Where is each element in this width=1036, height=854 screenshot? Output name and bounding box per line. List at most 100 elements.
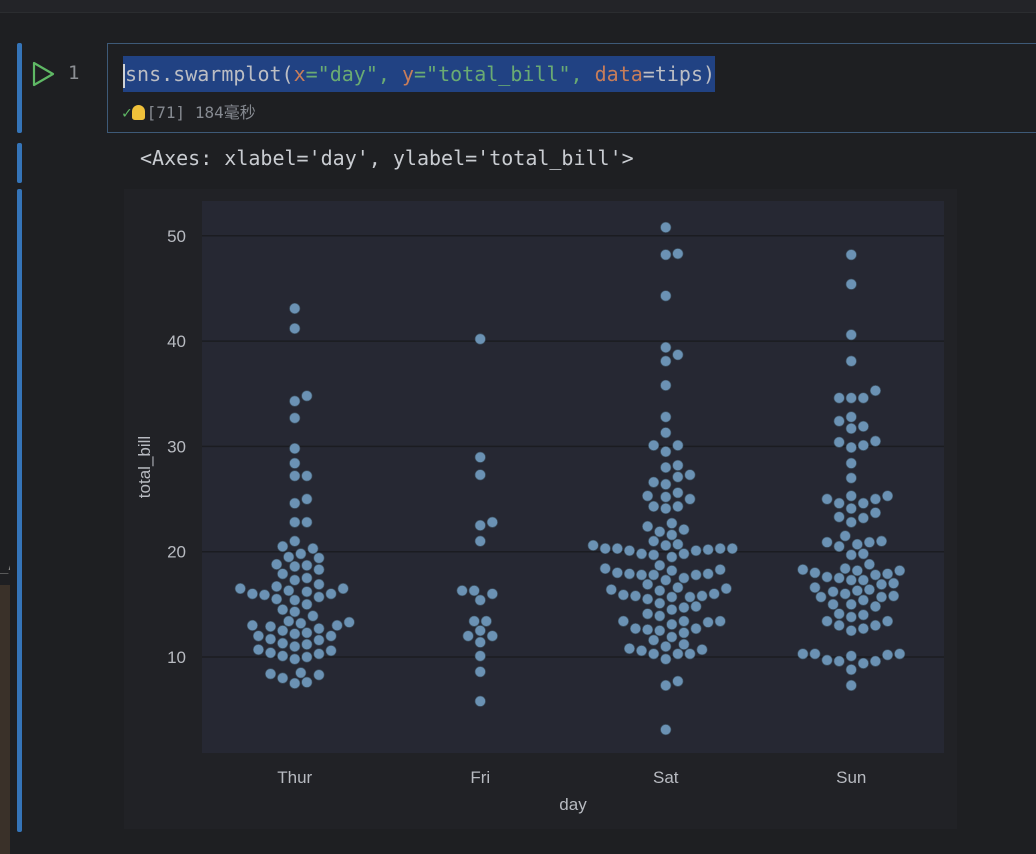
data-point xyxy=(599,563,611,575)
data-point xyxy=(474,625,486,637)
data-point xyxy=(660,574,672,586)
figure-gutter-marker[interactable] xyxy=(17,189,22,832)
data-point xyxy=(629,590,641,602)
data-point xyxy=(289,640,301,652)
data-point xyxy=(307,543,319,555)
data-point xyxy=(474,519,486,531)
data-point xyxy=(648,549,660,561)
data-point xyxy=(857,512,869,524)
data-point xyxy=(857,657,869,669)
data-point xyxy=(289,653,301,665)
data-point xyxy=(875,535,887,547)
data-point xyxy=(301,651,313,663)
data-point xyxy=(672,248,684,260)
data-point xyxy=(845,441,857,453)
data-point xyxy=(863,558,875,570)
data-point xyxy=(301,586,313,598)
data-point xyxy=(468,585,480,597)
data-point xyxy=(678,548,690,560)
data-point xyxy=(289,470,301,482)
data-point xyxy=(283,551,295,563)
data-point xyxy=(833,392,845,404)
data-point xyxy=(714,564,726,576)
data-point xyxy=(660,221,672,233)
data-point xyxy=(726,543,738,555)
data-point xyxy=(660,379,672,391)
code-cell[interactable]: sns.swarmplot(x="day", y="total_bill", d… xyxy=(107,43,1036,133)
data-point xyxy=(809,648,821,660)
data-point xyxy=(289,628,301,640)
data-point xyxy=(875,578,887,590)
data-point xyxy=(797,564,809,576)
data-point xyxy=(857,420,869,432)
data-point xyxy=(666,604,678,616)
data-point xyxy=(702,544,714,556)
data-point xyxy=(809,582,821,594)
data-point xyxy=(702,616,714,628)
data-point xyxy=(289,516,301,528)
data-point xyxy=(672,538,684,550)
data-point xyxy=(857,574,869,586)
data-point xyxy=(660,411,672,423)
data-point xyxy=(301,638,313,650)
data-point xyxy=(343,616,355,628)
code-line[interactable]: sns.swarmplot(x="day", y="total_bill", d… xyxy=(123,56,716,92)
data-point xyxy=(313,669,325,681)
data-point xyxy=(660,653,672,665)
data-point xyxy=(660,290,672,302)
code-token-param: data xyxy=(594,62,643,86)
cell-gutter-marker[interactable] xyxy=(17,43,22,133)
data-point xyxy=(648,500,660,512)
data-point xyxy=(821,571,833,583)
data-point xyxy=(636,569,648,581)
data-point xyxy=(857,609,869,621)
data-point xyxy=(246,619,258,631)
data-point xyxy=(690,623,702,635)
data-point xyxy=(277,637,289,649)
data-point xyxy=(325,645,337,657)
data-point xyxy=(672,648,684,660)
data-point xyxy=(815,591,827,603)
data-point xyxy=(313,591,325,603)
data-point xyxy=(839,588,851,600)
data-point xyxy=(660,491,672,503)
data-point xyxy=(690,600,702,612)
data-point xyxy=(888,577,900,589)
data-point xyxy=(617,615,629,627)
output-gutter-marker[interactable] xyxy=(17,143,22,183)
data-point xyxy=(623,545,635,557)
data-point xyxy=(642,593,654,605)
data-point xyxy=(857,594,869,606)
data-point xyxy=(845,472,857,484)
data-point xyxy=(833,497,845,509)
text-caret xyxy=(123,63,125,88)
data-point xyxy=(660,539,672,551)
data-point xyxy=(277,650,289,662)
data-point xyxy=(684,591,696,603)
data-point xyxy=(678,572,690,584)
y-tick-label: 30 xyxy=(167,437,186,456)
data-point xyxy=(672,500,684,512)
data-point xyxy=(845,392,857,404)
swarmplot-chart: 10 20 30 40 50 Thur Fri Sat Sun day total_bill xyxy=(135,201,944,814)
data-point xyxy=(797,648,809,660)
data-point xyxy=(301,627,313,639)
data-point xyxy=(660,640,672,652)
data-point xyxy=(845,278,857,290)
data-point xyxy=(289,606,301,618)
lightbulb-icon[interactable] xyxy=(131,105,145,120)
data-point xyxy=(252,630,264,642)
data-point xyxy=(672,487,684,499)
data-point xyxy=(833,511,845,523)
data-point xyxy=(480,615,492,627)
data-point xyxy=(678,627,690,639)
data-point xyxy=(642,520,654,532)
data-point xyxy=(325,630,337,642)
data-point xyxy=(845,249,857,261)
data-point xyxy=(313,623,325,635)
data-point xyxy=(259,589,271,601)
data-point xyxy=(474,695,486,707)
data-point xyxy=(660,461,672,473)
data-point xyxy=(845,650,857,662)
run-cell-icon[interactable] xyxy=(30,60,56,88)
